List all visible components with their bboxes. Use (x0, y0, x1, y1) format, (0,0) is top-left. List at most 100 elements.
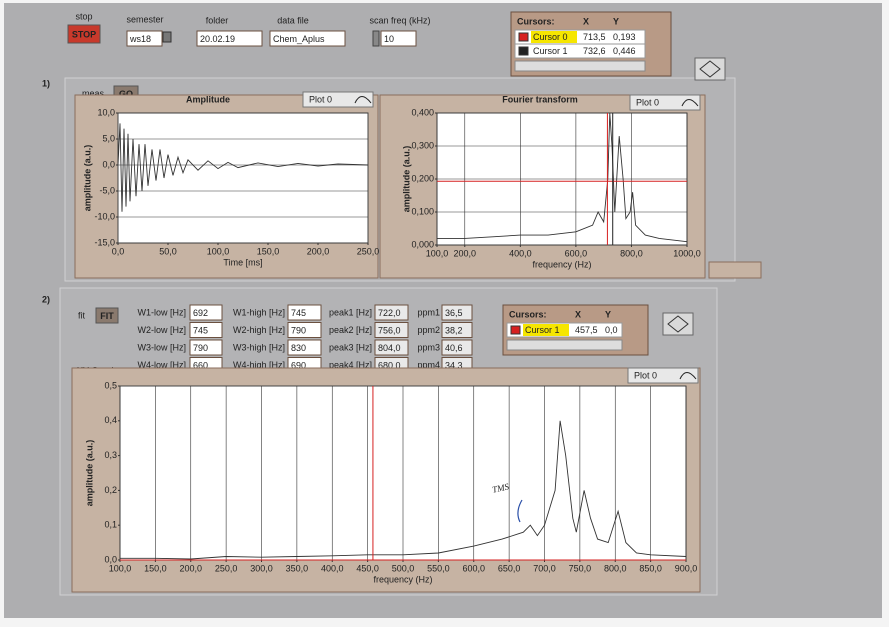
cursor-y: 0,446 (613, 46, 636, 56)
plot-legend-icon (354, 96, 372, 104)
cursor-name: Cursor 1 (525, 325, 560, 335)
x-axis-label: frequency (Hz) (532, 259, 591, 269)
data-file-label: data file (277, 15, 309, 25)
plot-legend[interactable] (627, 367, 699, 384)
trace (117, 123, 369, 212)
cursor-header: X (583, 16, 589, 26)
semester-label: semester (126, 14, 163, 24)
stop-button-label: STOP (72, 29, 96, 39)
cursor-move-button[interactable] (694, 57, 726, 81)
y-tick-label: 10,0 (97, 107, 115, 117)
window-low-field-box[interactable] (189, 304, 223, 321)
folder-field-box[interactable] (196, 30, 263, 47)
plot-legend-label: Plot 0 (636, 97, 659, 107)
cursor-header: Y (605, 309, 611, 319)
plot-legend-label: Plot 0 (309, 94, 332, 104)
cursor-name: Cursor 0 (533, 32, 568, 42)
x-tick-label: 400,0 (321, 563, 344, 573)
x-tick-label: 100,0 (109, 563, 132, 573)
semester-field-box[interactable] (126, 30, 163, 47)
ppm-box (441, 304, 473, 321)
y-tick-label: 0,1 (104, 520, 117, 530)
cursor-move-button[interactable] (662, 312, 694, 336)
cursor-icon (518, 32, 529, 42)
plot-legend[interactable] (302, 91, 374, 108)
cursor-name: Cursor 1 (533, 46, 568, 56)
window-low-field: 745 (193, 325, 208, 335)
window-high-field-box[interactable] (287, 339, 322, 356)
ppm-value: 34,3 (445, 360, 463, 370)
window-high-label: W1-high [Hz] (233, 307, 285, 317)
ppm-label: ppm2 (417, 325, 440, 335)
peak-label: peak3 [Hz] (329, 342, 372, 352)
x-axis-label: frequency (Hz) (373, 574, 432, 584)
data-file-field-box[interactable] (269, 30, 346, 47)
window-low-label: W3-low [Hz] (137, 342, 186, 352)
semester-ring-button[interactable] (162, 31, 172, 43)
cursor-scrollbar[interactable] (514, 60, 646, 72)
section-number: 1) (42, 78, 50, 88)
x-tick-label: 500,0 (392, 563, 415, 573)
window-high-field: 830 (291, 343, 306, 353)
folder-field: 20.02.19 (200, 34, 235, 44)
peak-label: peak1 [Hz] (329, 307, 372, 317)
peak-value: 804,0 (378, 343, 401, 353)
x-tick-label: 1000,0 (673, 248, 701, 258)
fit-button[interactable] (95, 307, 119, 324)
window-high-field: 790 (291, 325, 306, 335)
y-tick-label: 0,3 (104, 450, 117, 460)
trace (437, 112, 688, 243)
ppm-label: ppm1 (417, 307, 440, 317)
window-low-field: 660 (193, 360, 208, 370)
scan-freq-field-box[interactable] (380, 30, 417, 47)
y-tick-label: 0,5 (104, 380, 117, 390)
annotation-arrow (517, 499, 523, 523)
ppm-value: 40,6 (445, 343, 463, 353)
plot-area (117, 112, 369, 244)
ppm-box (441, 322, 473, 338)
cursor-scrollbar[interactable] (506, 339, 623, 351)
y-tick-label: 0,100 (411, 206, 434, 216)
window-low-field: 692 (193, 308, 208, 318)
meas-label: meas (82, 88, 105, 98)
stop-label: stop (75, 11, 92, 21)
window-high-field-box[interactable] (287, 304, 322, 321)
x-tick-label: 250,0 (357, 246, 380, 256)
cursor-move-icon (699, 60, 721, 78)
fit-button-label: FIT (100, 311, 114, 321)
x-tick-label: 0,0 (112, 246, 125, 256)
scan-freq-spinner[interactable] (372, 30, 380, 47)
window-low-label: W4-low [Hz] (137, 360, 186, 370)
ppm-box (441, 339, 473, 356)
peak-box (374, 304, 409, 321)
cursor-move-icon (667, 315, 689, 333)
x-tick-label: 600,0 (565, 248, 588, 258)
cursor-name-highlight (523, 324, 569, 336)
scan-freq-field: 10 (384, 34, 394, 44)
x-tick-label: 350,0 (286, 563, 309, 573)
window-high-field-box[interactable] (287, 322, 322, 338)
cursor-row-bg (514, 43, 646, 59)
graph-palette[interactable] (708, 261, 762, 279)
x-tick-label: 800,0 (604, 563, 627, 573)
window-high-label: W3-high [Hz] (233, 342, 285, 352)
plot-legend[interactable] (629, 94, 701, 111)
x-tick-label: 100,0 (207, 246, 230, 256)
y-axis-label: amplitude (a.u.) (401, 146, 411, 213)
window-low-field-box[interactable] (189, 322, 223, 338)
y-tick-label: 0,0 (102, 159, 115, 169)
x-tick-label: 700,0 (533, 563, 556, 573)
section-number: 2) (42, 294, 50, 304)
window-low-field-box[interactable] (189, 339, 223, 356)
cursor-header: Cursors: (509, 309, 547, 319)
stop-button[interactable] (67, 24, 101, 44)
fit-label: fit (78, 310, 86, 320)
window-low-label: W1-low [Hz] (137, 307, 186, 317)
peak-box (374, 339, 409, 356)
cursor-x: 713,5 (583, 32, 606, 42)
peak-box (374, 322, 409, 338)
window-low-label: W2-low [Hz] (137, 325, 186, 335)
cursor-icon (510, 325, 521, 335)
peak-label: peak4 [Hz] (329, 360, 372, 370)
